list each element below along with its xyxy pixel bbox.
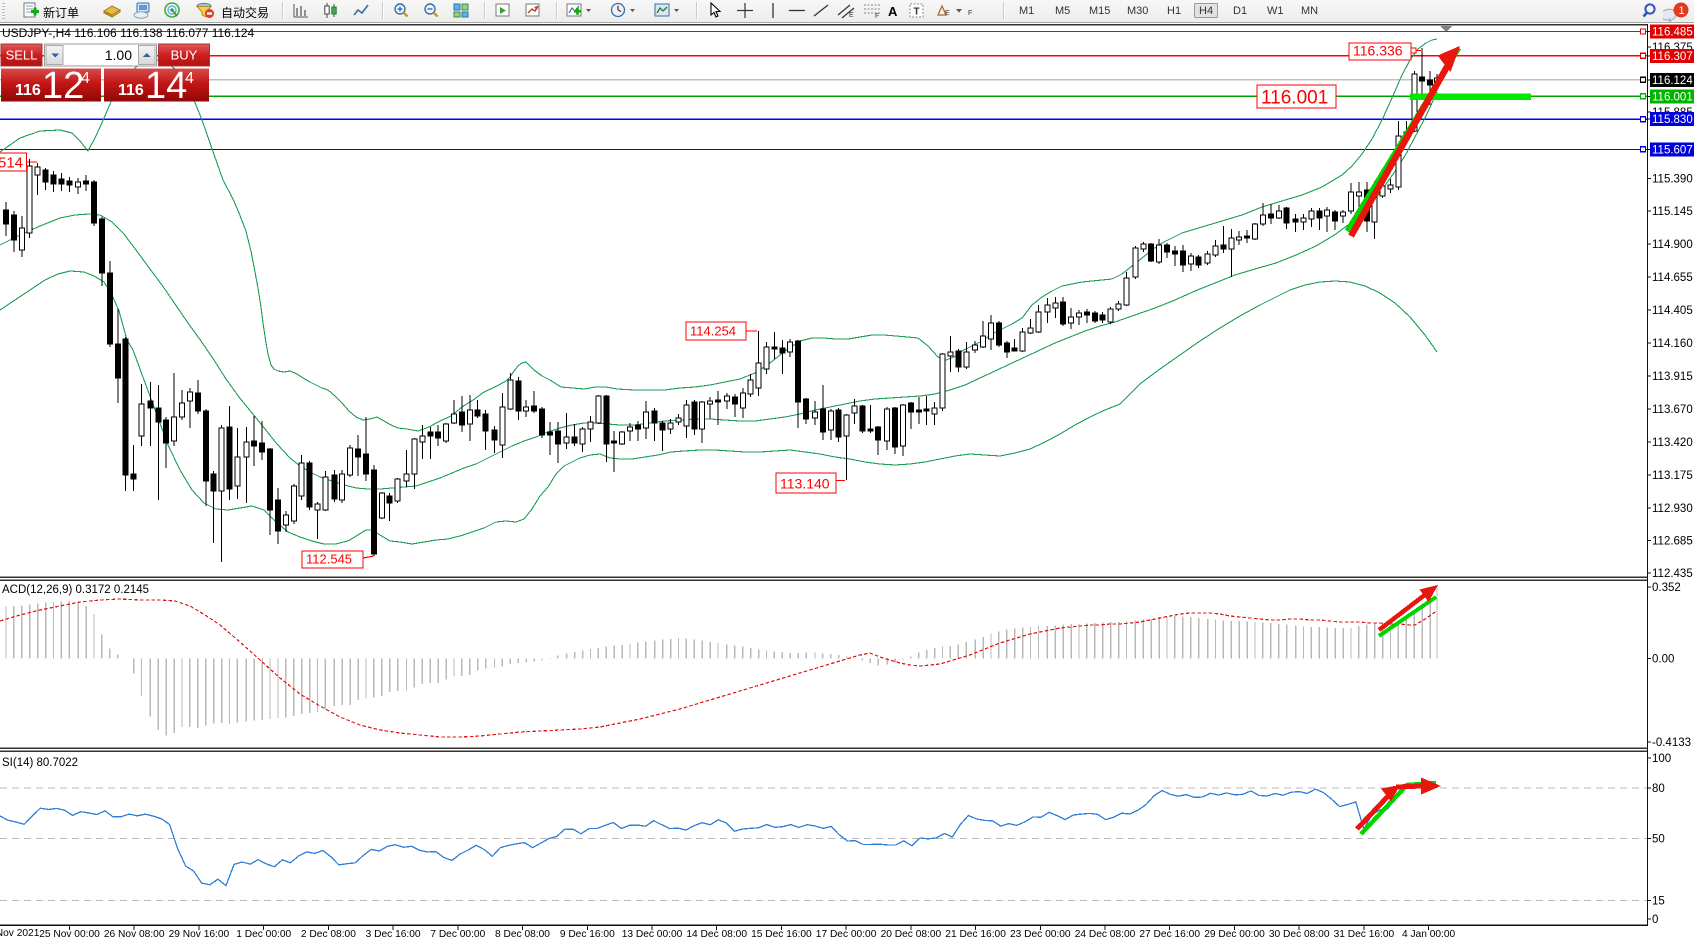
svg-text:12: 12 xyxy=(42,65,84,107)
svg-text:100: 100 xyxy=(1652,753,1671,765)
svg-text:4 Jan 00:00: 4 Jan 00:00 xyxy=(1402,929,1456,940)
svg-text:15 Dec 16:00: 15 Dec 16:00 xyxy=(751,929,812,940)
svg-text:7 Dec 00:00: 7 Dec 00:00 xyxy=(430,929,485,940)
svg-text:24 Nov 2021: 24 Nov 2021 xyxy=(0,928,40,939)
svg-text:113.175: 113.175 xyxy=(1652,470,1693,482)
svg-text:114.655: 114.655 xyxy=(1652,272,1693,284)
svg-text:112.685: 112.685 xyxy=(1652,536,1693,548)
svg-text:115.145: 115.145 xyxy=(1652,206,1693,218)
svg-text:115.830: 115.830 xyxy=(1652,114,1693,126)
svg-text:112.435: 112.435 xyxy=(1652,568,1693,580)
svg-text:114.405: 114.405 xyxy=(1652,305,1693,317)
svg-text:2 Dec 08:00: 2 Dec 08:00 xyxy=(301,929,356,940)
svg-text:USDJPY-,H4 116.106 116.138 11: USDJPY-,H4 116.106 116.138 116.077 116.1… xyxy=(2,26,255,40)
svg-text:114.160: 114.160 xyxy=(1652,338,1693,350)
svg-text:BUY: BUY xyxy=(171,48,198,63)
svg-text:8 Dec 08:00: 8 Dec 08:00 xyxy=(495,929,550,940)
svg-text:116.001: 116.001 xyxy=(1652,91,1693,103)
svg-text:0.352: 0.352 xyxy=(1652,582,1681,594)
svg-text:SELL: SELL xyxy=(6,48,38,63)
svg-text:112.545: 112.545 xyxy=(306,552,352,567)
svg-text:116.124: 116.124 xyxy=(1652,75,1693,87)
svg-text:14 Dec 08:00: 14 Dec 08:00 xyxy=(686,929,747,940)
svg-text:15: 15 xyxy=(1652,896,1665,908)
svg-text:1: 1 xyxy=(1679,5,1685,17)
svg-text:E: E xyxy=(849,12,854,19)
svg-text:27 Dec 16:00: 27 Dec 16:00 xyxy=(1139,929,1200,940)
svg-text:114.900: 114.900 xyxy=(1652,239,1693,251)
svg-text:29 Dec 00:00: 29 Dec 00:00 xyxy=(1204,929,1265,940)
svg-text:1.00: 1.00 xyxy=(105,47,132,63)
svg-text:115.514: 115.514 xyxy=(0,155,23,172)
svg-text:116.307: 116.307 xyxy=(1652,51,1693,63)
svg-text:ACD(12,26,9) 0.3172 0.2145: ACD(12,26,9) 0.3172 0.2145 xyxy=(2,584,149,596)
svg-text:23 Dec 00:00: 23 Dec 00:00 xyxy=(1010,929,1071,940)
svg-text:0: 0 xyxy=(1652,914,1658,926)
svg-text:-0.4133: -0.4133 xyxy=(1652,737,1691,749)
svg-text:SI(14) 80.7022: SI(14) 80.7022 xyxy=(2,757,78,769)
svg-text:116.001: 116.001 xyxy=(1261,88,1328,109)
svg-text:31 Dec 16:00: 31 Dec 16:00 xyxy=(1334,929,1395,940)
svg-text:30 Dec 08:00: 30 Dec 08:00 xyxy=(1269,929,1330,940)
svg-text:112.930: 112.930 xyxy=(1652,503,1693,515)
svg-text:50: 50 xyxy=(1652,834,1665,846)
svg-text:13 Dec 00:00: 13 Dec 00:00 xyxy=(622,929,683,940)
svg-text:116: 116 xyxy=(15,82,41,99)
svg-text:116.336: 116.336 xyxy=(1353,43,1403,59)
svg-text:115.607: 115.607 xyxy=(1652,144,1693,156)
svg-text:3 Dec 16:00: 3 Dec 16:00 xyxy=(366,929,421,940)
svg-text:1 Dec 00:00: 1 Dec 00:00 xyxy=(236,929,291,940)
svg-text:113.915: 113.915 xyxy=(1652,371,1693,383)
svg-text:9 Dec 16:00: 9 Dec 16:00 xyxy=(560,929,615,940)
svg-text:24 Dec 08:00: 24 Dec 08:00 xyxy=(1075,929,1136,940)
svg-text:26 Nov 08:00: 26 Nov 08:00 xyxy=(104,929,165,940)
svg-text:116: 116 xyxy=(118,82,144,99)
svg-text:F: F xyxy=(875,13,879,19)
svg-text:115.390: 115.390 xyxy=(1652,174,1693,186)
svg-text:4: 4 xyxy=(185,70,194,87)
svg-text:14: 14 xyxy=(145,65,187,107)
svg-text:116.485: 116.485 xyxy=(1652,27,1693,39)
svg-text:4: 4 xyxy=(81,70,90,87)
svg-text:25 Nov 00:00: 25 Nov 00:00 xyxy=(39,929,100,940)
svg-text:113.140: 113.140 xyxy=(780,476,830,492)
svg-text:29 Nov 16:00: 29 Nov 16:00 xyxy=(169,929,230,940)
svg-text:T: T xyxy=(914,7,920,18)
svg-text:80: 80 xyxy=(1652,783,1665,795)
svg-text:113.670: 113.670 xyxy=(1652,404,1693,416)
svg-text:21 Dec 16:00: 21 Dec 16:00 xyxy=(945,929,1006,940)
svg-text:113.420: 113.420 xyxy=(1652,437,1693,449)
svg-text:20 Dec 08:00: 20 Dec 08:00 xyxy=(881,929,942,940)
svg-text:17 Dec 00:00: 17 Dec 00:00 xyxy=(816,929,877,940)
svg-text:114.254: 114.254 xyxy=(690,324,736,339)
svg-text:0.00: 0.00 xyxy=(1652,653,1674,665)
